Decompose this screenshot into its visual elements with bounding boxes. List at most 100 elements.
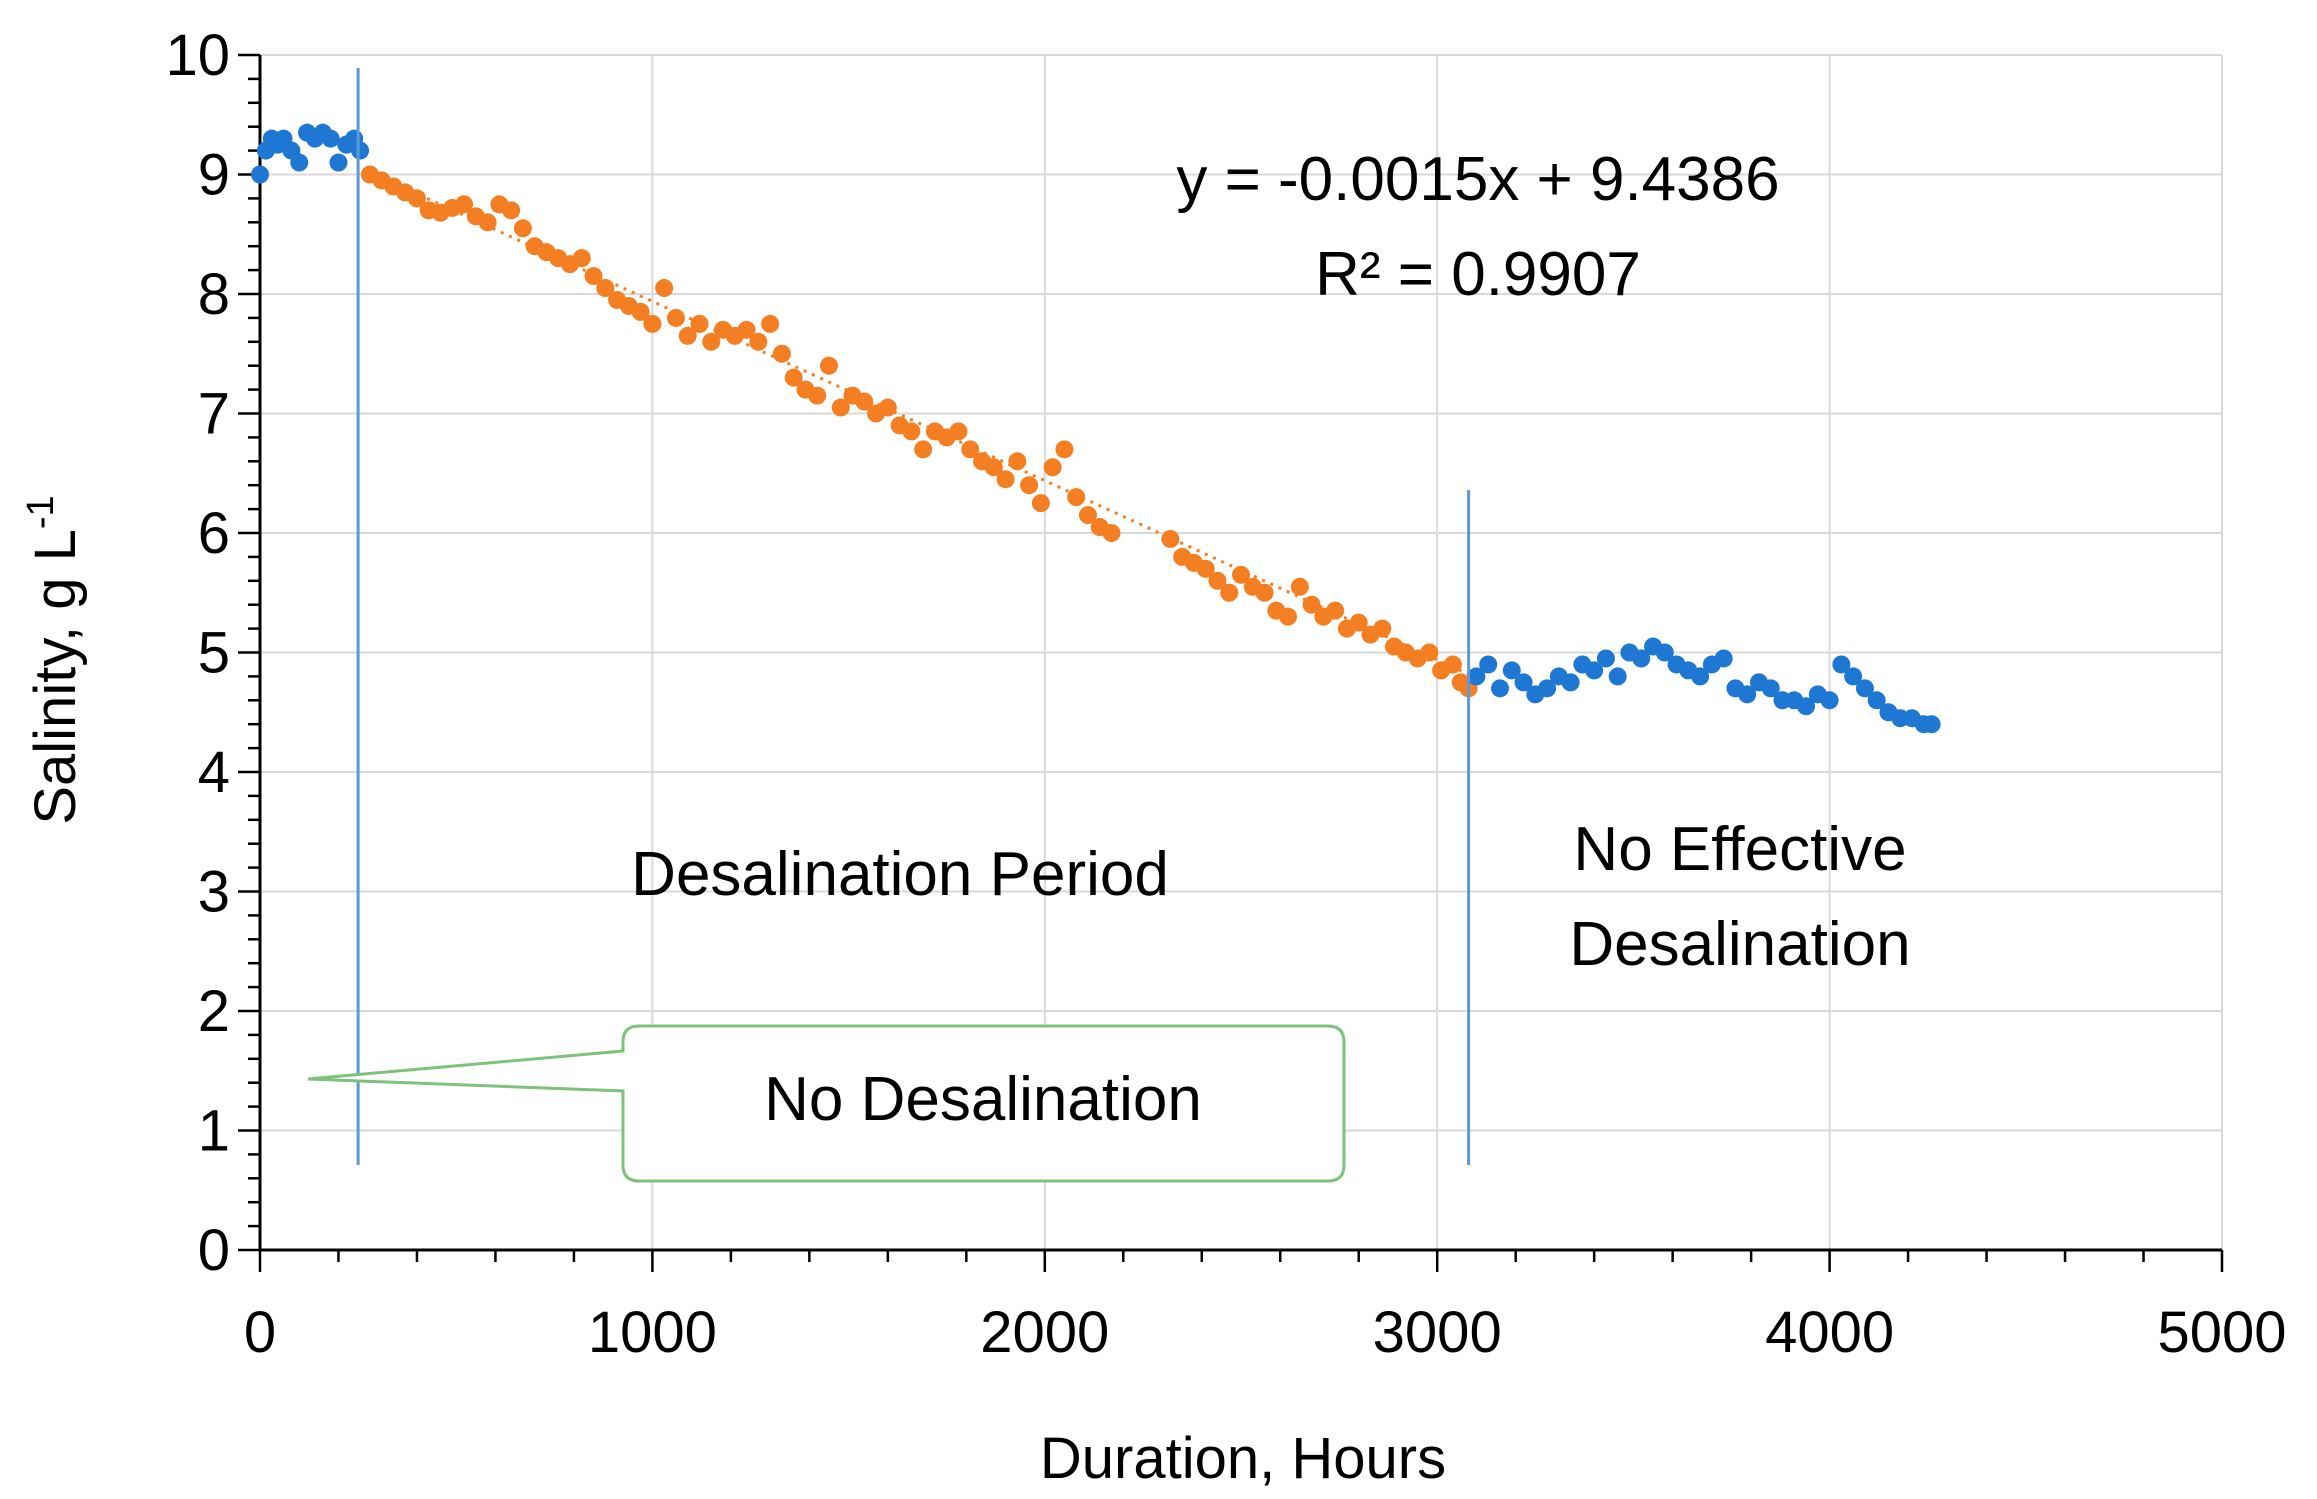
- no-effective-desalination-point: [1761, 679, 1780, 698]
- y-tick-label: 7: [198, 382, 230, 447]
- no-effective-desalination-point: [1608, 667, 1627, 686]
- desalination-period-point: [737, 320, 756, 339]
- no-desalination-point: [251, 165, 269, 184]
- desalination-period-point: [1220, 583, 1239, 602]
- y-tick-label: 1: [198, 1099, 230, 1164]
- no-effective-desalination-point: [1738, 685, 1757, 704]
- desalination-period-point: [819, 356, 838, 375]
- y-axis-title-main: Salinity, g L: [23, 529, 88, 825]
- desalination-period-point: [1161, 529, 1180, 548]
- no-effective-desalination-point: [1596, 649, 1615, 668]
- y-tick-label: 0: [198, 1218, 230, 1283]
- y-axis-title: Salinity, g L-1: [20, 495, 88, 824]
- desalination-period-point: [1420, 643, 1439, 662]
- no-effective-desalination-point: [1855, 679, 1874, 698]
- desalination-period-point: [1373, 619, 1392, 638]
- desalination-period-point: [513, 219, 532, 238]
- desalination-period-point: [1279, 607, 1298, 626]
- desalination-period-point: [855, 392, 874, 411]
- y-tick-label: 5: [198, 621, 230, 686]
- desalination-period-point: [772, 344, 791, 363]
- desalination-period-point: [1008, 452, 1027, 471]
- desalination-period-point: [631, 302, 650, 321]
- desalination-period-point: [502, 201, 521, 220]
- callout-text: No Desalination: [764, 1065, 1202, 1134]
- no-desalination-point: [351, 141, 370, 160]
- x-tick-label: 0: [244, 1300, 276, 1365]
- desalination-period-point: [1255, 583, 1274, 602]
- trendline-group: [369, 170, 1470, 676]
- no-desalination-point: [329, 153, 348, 172]
- no-effective-desalination-point: [1655, 643, 1674, 662]
- y-tick-label: 8: [198, 262, 230, 327]
- desalination-period-point: [478, 213, 497, 232]
- desalination-period-point: [961, 440, 980, 459]
- desalination-period-point: [1302, 595, 1321, 614]
- desalination-period-point: [407, 189, 426, 208]
- no-effective-desalination-point: [1467, 667, 1486, 686]
- desalination-period-point: [666, 308, 685, 327]
- x-tick-label: 1000: [588, 1300, 717, 1365]
- no-effective-desalination-point: [1538, 679, 1557, 698]
- callout-shape: [307, 1024, 1346, 1183]
- r-squared-value: R² = 0.9907: [1315, 240, 1641, 309]
- no-desalination-point: [321, 129, 340, 148]
- no-effective-desalination-point: [1714, 649, 1733, 668]
- desalination-period-point: [1349, 613, 1368, 632]
- desalination-period-point: [690, 314, 709, 333]
- y-tick-label: 2: [198, 979, 230, 1044]
- desalination-period-point: [1232, 565, 1250, 584]
- desalination-period-point: [749, 332, 768, 351]
- no-effective-desalination-point: [1867, 691, 1886, 710]
- no-effective-desalination-point: [1632, 649, 1651, 668]
- desalination-period-point: [984, 458, 1003, 477]
- desalination-period-point: [455, 195, 474, 214]
- y-tick-label: 4: [198, 740, 230, 805]
- desalination-period-point: [584, 267, 603, 286]
- desalination-period-point: [572, 249, 591, 268]
- no-desalination-point: [290, 153, 309, 172]
- desalination-period-point: [596, 279, 615, 298]
- y-axis-title-superscript: -1: [20, 495, 62, 529]
- trendline-equation: y = -0.0015x + 9.4386: [1176, 145, 1779, 214]
- no-effective-desalination-point: [1844, 667, 1863, 686]
- desalination-period-point: [902, 422, 921, 441]
- desalination-period-point: [1196, 559, 1215, 578]
- desalination-period-point: [878, 398, 897, 417]
- x-tick-label: 5000: [2157, 1300, 2286, 1365]
- x-axis-title: Duration, Hours: [1040, 1426, 1446, 1491]
- y-tick-label: 9: [198, 143, 230, 208]
- y-tick-label: 10: [165, 23, 230, 88]
- desalination-period-point: [643, 314, 662, 333]
- y-tick-label: 6: [198, 501, 230, 566]
- no-effective-desalination-point: [1502, 661, 1521, 680]
- no-effective-desalination-point: [1561, 673, 1580, 692]
- desalination-period-point: [761, 314, 780, 333]
- no-effective-desalination-point: [1832, 655, 1851, 674]
- callout: No Desalination: [307, 1024, 1346, 1183]
- desalination-period-point: [784, 368, 803, 387]
- period-dividers: [356, 68, 1471, 1165]
- y-tick-label: 3: [198, 860, 230, 925]
- axes: [238, 53, 2224, 1272]
- desalination-period-point: [1043, 458, 1062, 477]
- desalination-period-point: [1102, 524, 1121, 542]
- x-tick-label: 3000: [1373, 1300, 1502, 1365]
- desalination-period-point: [1031, 494, 1050, 513]
- desalination-period-point: [655, 279, 674, 298]
- desalination-period-label: Desalination Period: [631, 840, 1169, 909]
- no-effective-desalination-point: [1585, 661, 1604, 680]
- desalination-period-point: [831, 398, 850, 417]
- no-effective-desalination-point: [1514, 673, 1533, 692]
- desalination-period-point: [996, 470, 1015, 489]
- desalination-period-point: [1290, 577, 1309, 596]
- desalination-period-point: [914, 440, 933, 459]
- no-effective-label-line1: No Effective: [1573, 815, 1906, 884]
- no-effective-desalination-point: [1922, 715, 1941, 734]
- no-effective-desalination-point: [1479, 655, 1498, 674]
- desalination-period-point: [1208, 571, 1227, 590]
- desalination-period-point: [1055, 440, 1074, 459]
- no-effective-desalination-point: [1490, 679, 1509, 698]
- data-points: [251, 123, 1941, 734]
